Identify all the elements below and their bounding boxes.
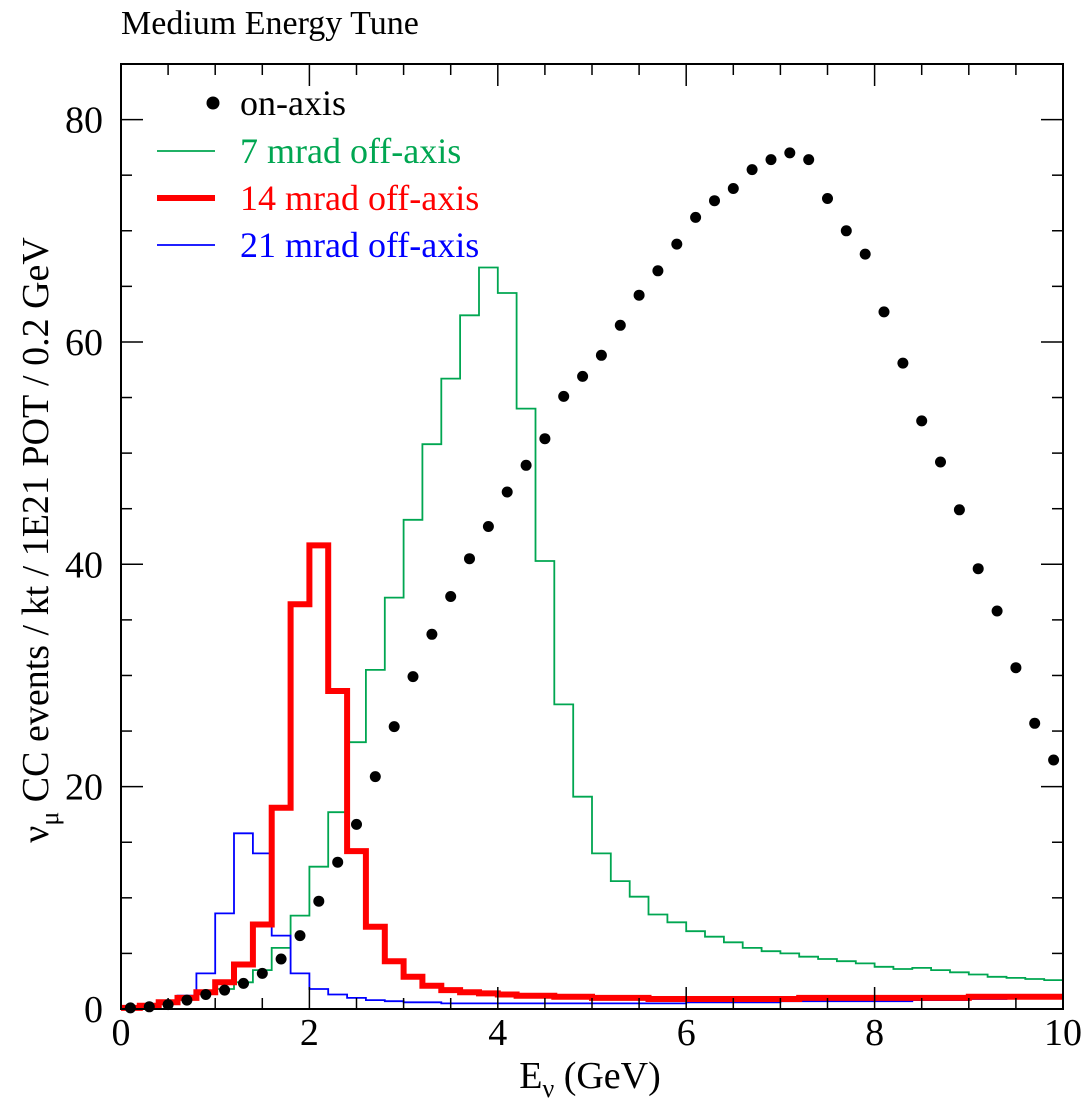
y-axis-title-rest: CC events / kt / 1E21 POT / 0.2 GeV (15, 237, 57, 812)
legend-label: 14 mrad off-axis (240, 178, 479, 218)
x-tick-label: 10 (1044, 1012, 1082, 1054)
data-point-on-axis (501, 486, 513, 498)
y-tick-label: 20 (65, 767, 103, 809)
y-tick-label: 60 (65, 322, 103, 364)
data-point-on-axis (181, 994, 193, 1006)
data-point-on-axis (539, 433, 551, 445)
data-point-on-axis (727, 183, 739, 194)
data-point-on-axis (369, 771, 381, 783)
series-line-7-mrad-off-axis (121, 266, 1063, 1009)
legend-label: 7 mrad off-axis (240, 131, 461, 171)
data-point-on-axis (897, 357, 909, 369)
y-tick-label: 40 (65, 544, 103, 586)
x-tick-label: 6 (677, 1012, 696, 1054)
data-point-on-axis (953, 504, 965, 516)
data-point-on-axis (1010, 662, 1022, 674)
data-point-on-axis (690, 211, 702, 223)
data-point-on-axis (219, 984, 231, 996)
data-point-on-axis (916, 415, 928, 427)
data-point-on-axis (294, 930, 306, 942)
data-point-on-axis (709, 195, 720, 207)
data-point-on-axis (746, 164, 758, 176)
legend: on-axis 7 mrad off-axis 14 mrad off-axis 21… (157, 83, 479, 265)
chart-title: Medium Energy Tune (121, 5, 419, 42)
data-point-on-axis (1029, 717, 1041, 729)
data-point-on-axis (124, 1002, 136, 1014)
data-point-on-axis (445, 591, 457, 602)
data-point-on-axis (388, 721, 400, 733)
x-axis-title-sub: ν (542, 1074, 554, 1103)
data-point-on-axis (991, 605, 1003, 617)
data-point-on-axis (595, 349, 607, 361)
y-axis-title-symbol: ν (15, 826, 57, 843)
data-point-on-axis (803, 154, 815, 166)
data-point-on-axis (859, 248, 871, 260)
x-tick-label: 4 (488, 1012, 507, 1054)
data-point-on-axis (765, 154, 777, 166)
data-point-on-axis (426, 628, 438, 640)
data-point-on-axis (482, 521, 494, 532)
x-axis-title: Eν (GeV) (519, 1055, 661, 1103)
y-axis-title-sub: μ (35, 812, 64, 826)
data-point-on-axis (652, 265, 664, 277)
data-point-on-axis (332, 856, 344, 868)
x-axis-title-main: E (519, 1055, 542, 1097)
data-point-on-axis (407, 671, 419, 683)
data-point-on-axis (275, 953, 287, 965)
data-point-on-axis (614, 319, 626, 331)
legend-label: 21 mrad off-axis (240, 225, 479, 265)
data-point-on-axis (238, 977, 249, 989)
data-point-on-axis (558, 390, 570, 402)
data-point-on-axis (351, 818, 362, 830)
data-point-on-axis (143, 1001, 155, 1013)
x-tick-label: 0 (112, 1012, 131, 1054)
data-point-on-axis (313, 895, 325, 907)
data-point-on-axis (1048, 754, 1060, 766)
x-tick-label: 8 (865, 1012, 884, 1054)
y-tick-label: 0 (84, 989, 103, 1031)
data-point-on-axis (577, 370, 589, 382)
x-axis-title-unit: (GeV) (554, 1055, 661, 1097)
data-point-on-axis (972, 563, 984, 575)
y-tick-label: 80 (65, 100, 103, 142)
data-point-on-axis (878, 306, 890, 318)
data-point-on-axis (633, 289, 645, 301)
legend-label: on-axis (240, 83, 346, 123)
series-line-14-mrad-off-axis (121, 542, 1063, 1011)
data-point-on-axis (784, 147, 796, 159)
data-point-on-axis (840, 225, 852, 237)
legend-marker-on-axis (206, 96, 220, 110)
data-point-on-axis (200, 989, 212, 1000)
data-point-on-axis (822, 193, 833, 204)
axes-layer: 0 2 4 6 8 10 0 20 40 60 80 (65, 63, 1082, 1054)
x-tick-label: 2 (300, 1012, 319, 1054)
y-axis-title: νμ CC events / kt / 1E21 POT / 0.2 GeV (15, 237, 64, 843)
data-point-on-axis (671, 238, 683, 250)
data-point-on-axis (256, 967, 268, 979)
data-point-on-axis (935, 456, 946, 468)
data-point-on-axis (464, 553, 475, 565)
data-point-on-axis (520, 459, 532, 471)
